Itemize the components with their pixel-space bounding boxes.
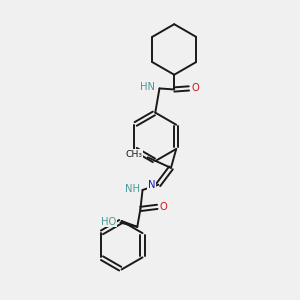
Text: O: O	[191, 83, 199, 93]
Text: N: N	[148, 180, 155, 190]
Text: NH: NH	[125, 184, 140, 194]
Text: O: O	[160, 202, 167, 212]
Text: HN: HN	[140, 82, 155, 92]
Text: CH₃: CH₃	[125, 150, 142, 159]
Text: HO: HO	[101, 217, 116, 226]
